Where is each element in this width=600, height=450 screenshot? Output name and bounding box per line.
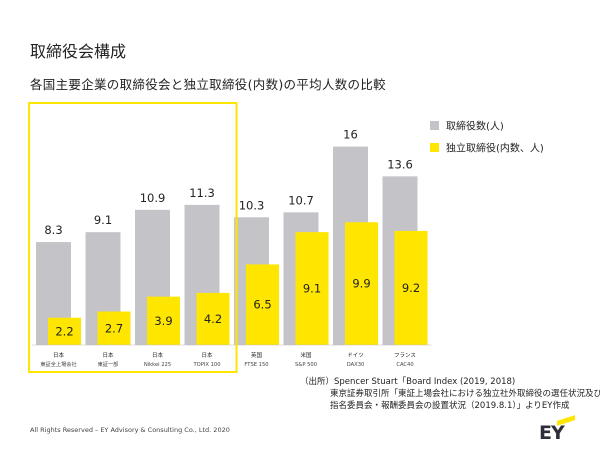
legend-swatch [430, 121, 439, 130]
bar-independent-directors [394, 230, 428, 345]
x-tick-label-index: 東証一部 [98, 360, 119, 368]
source-line: （出所）Spencer Stuart「Board Index (2019, 20… [300, 377, 516, 387]
data-label-total: 9.1 [94, 213, 112, 227]
x-tick-label-country: 日本 [102, 351, 114, 359]
x-tick-label-index: S&P 500 [295, 362, 317, 368]
x-tick-label-index: DAX30 [347, 362, 365, 368]
x-tick-label-country: 英国 [251, 351, 263, 359]
x-tick-label-country: 日本 [152, 351, 164, 359]
x-tick-label-index: Nikkei 225 [144, 362, 171, 368]
x-tick-label-country: フランス [394, 352, 416, 359]
legend-swatch [430, 143, 439, 152]
ey-logo: EY [539, 415, 575, 444]
x-tick-label-index: 東証全上場会社 [40, 360, 76, 368]
bar-independent-directors [345, 222, 378, 345]
x-tick-label-index: CAC40 [396, 362, 413, 368]
legend-label: 取締役数(人) [446, 120, 504, 133]
logo-text: EY [539, 422, 565, 444]
x-tick-label-index: TOPIX 100 [192, 362, 220, 368]
bar-independent-directors [196, 292, 230, 345]
x-tick-label-country: 日本 [201, 351, 213, 359]
source-line: 東京証券取引所「東証上場会社における独立社外取締役の選任状況及び [330, 389, 600, 399]
source-line: 指名委員会・報酬委員会の設置状況（2019.8.1）」よりEY作成 [330, 401, 570, 411]
data-label-independent: 9.2 [402, 281, 420, 295]
data-label-total: 16 [343, 128, 358, 142]
bar-independent-directors [147, 296, 180, 345]
bar-independent-directors [246, 264, 279, 345]
copyright-footer: All Rights Reserved – EY Advisory & Cons… [30, 426, 230, 434]
data-label-total: 13.6 [387, 157, 413, 171]
data-label-independent: 2.2 [55, 324, 73, 338]
legend-label: 独立取締役(内数、人) [446, 142, 544, 155]
data-label-total: 10.7 [288, 193, 314, 207]
x-tick-label-country: 日本 [53, 351, 65, 359]
data-label-independent: 9.9 [352, 277, 370, 291]
data-label-independent: 4.2 [204, 312, 222, 326]
bar-independent-directors [48, 317, 81, 345]
chart-subtitle: 各国主要企業の取締役会と独立取締役(内数)の平均人数の比較 [30, 77, 386, 92]
x-tick-label-index: FTSE 150 [244, 362, 268, 368]
data-label-total: 10.9 [140, 191, 166, 205]
x-tick-label-country: ドイツ [347, 353, 364, 359]
japan-highlight-frame [28, 102, 238, 373]
data-label-total: 11.3 [189, 186, 215, 200]
bar-independent-directors [295, 232, 329, 345]
data-label-independent: 2.7 [105, 321, 123, 335]
data-label-independent: 9.1 [303, 282, 321, 296]
data-label-total: 10.3 [239, 198, 265, 212]
data-label-independent: 6.5 [253, 298, 271, 312]
x-tick-label-country: 米国 [300, 351, 312, 359]
data-label-total: 8.3 [44, 223, 62, 237]
bar-independent-directors [97, 311, 131, 345]
data-label-independent: 3.9 [154, 314, 172, 328]
source-note: （出所）Spencer Stuart「Board Index (2019, 20… [300, 376, 600, 412]
page-title: 取締役会構成 [30, 42, 127, 61]
